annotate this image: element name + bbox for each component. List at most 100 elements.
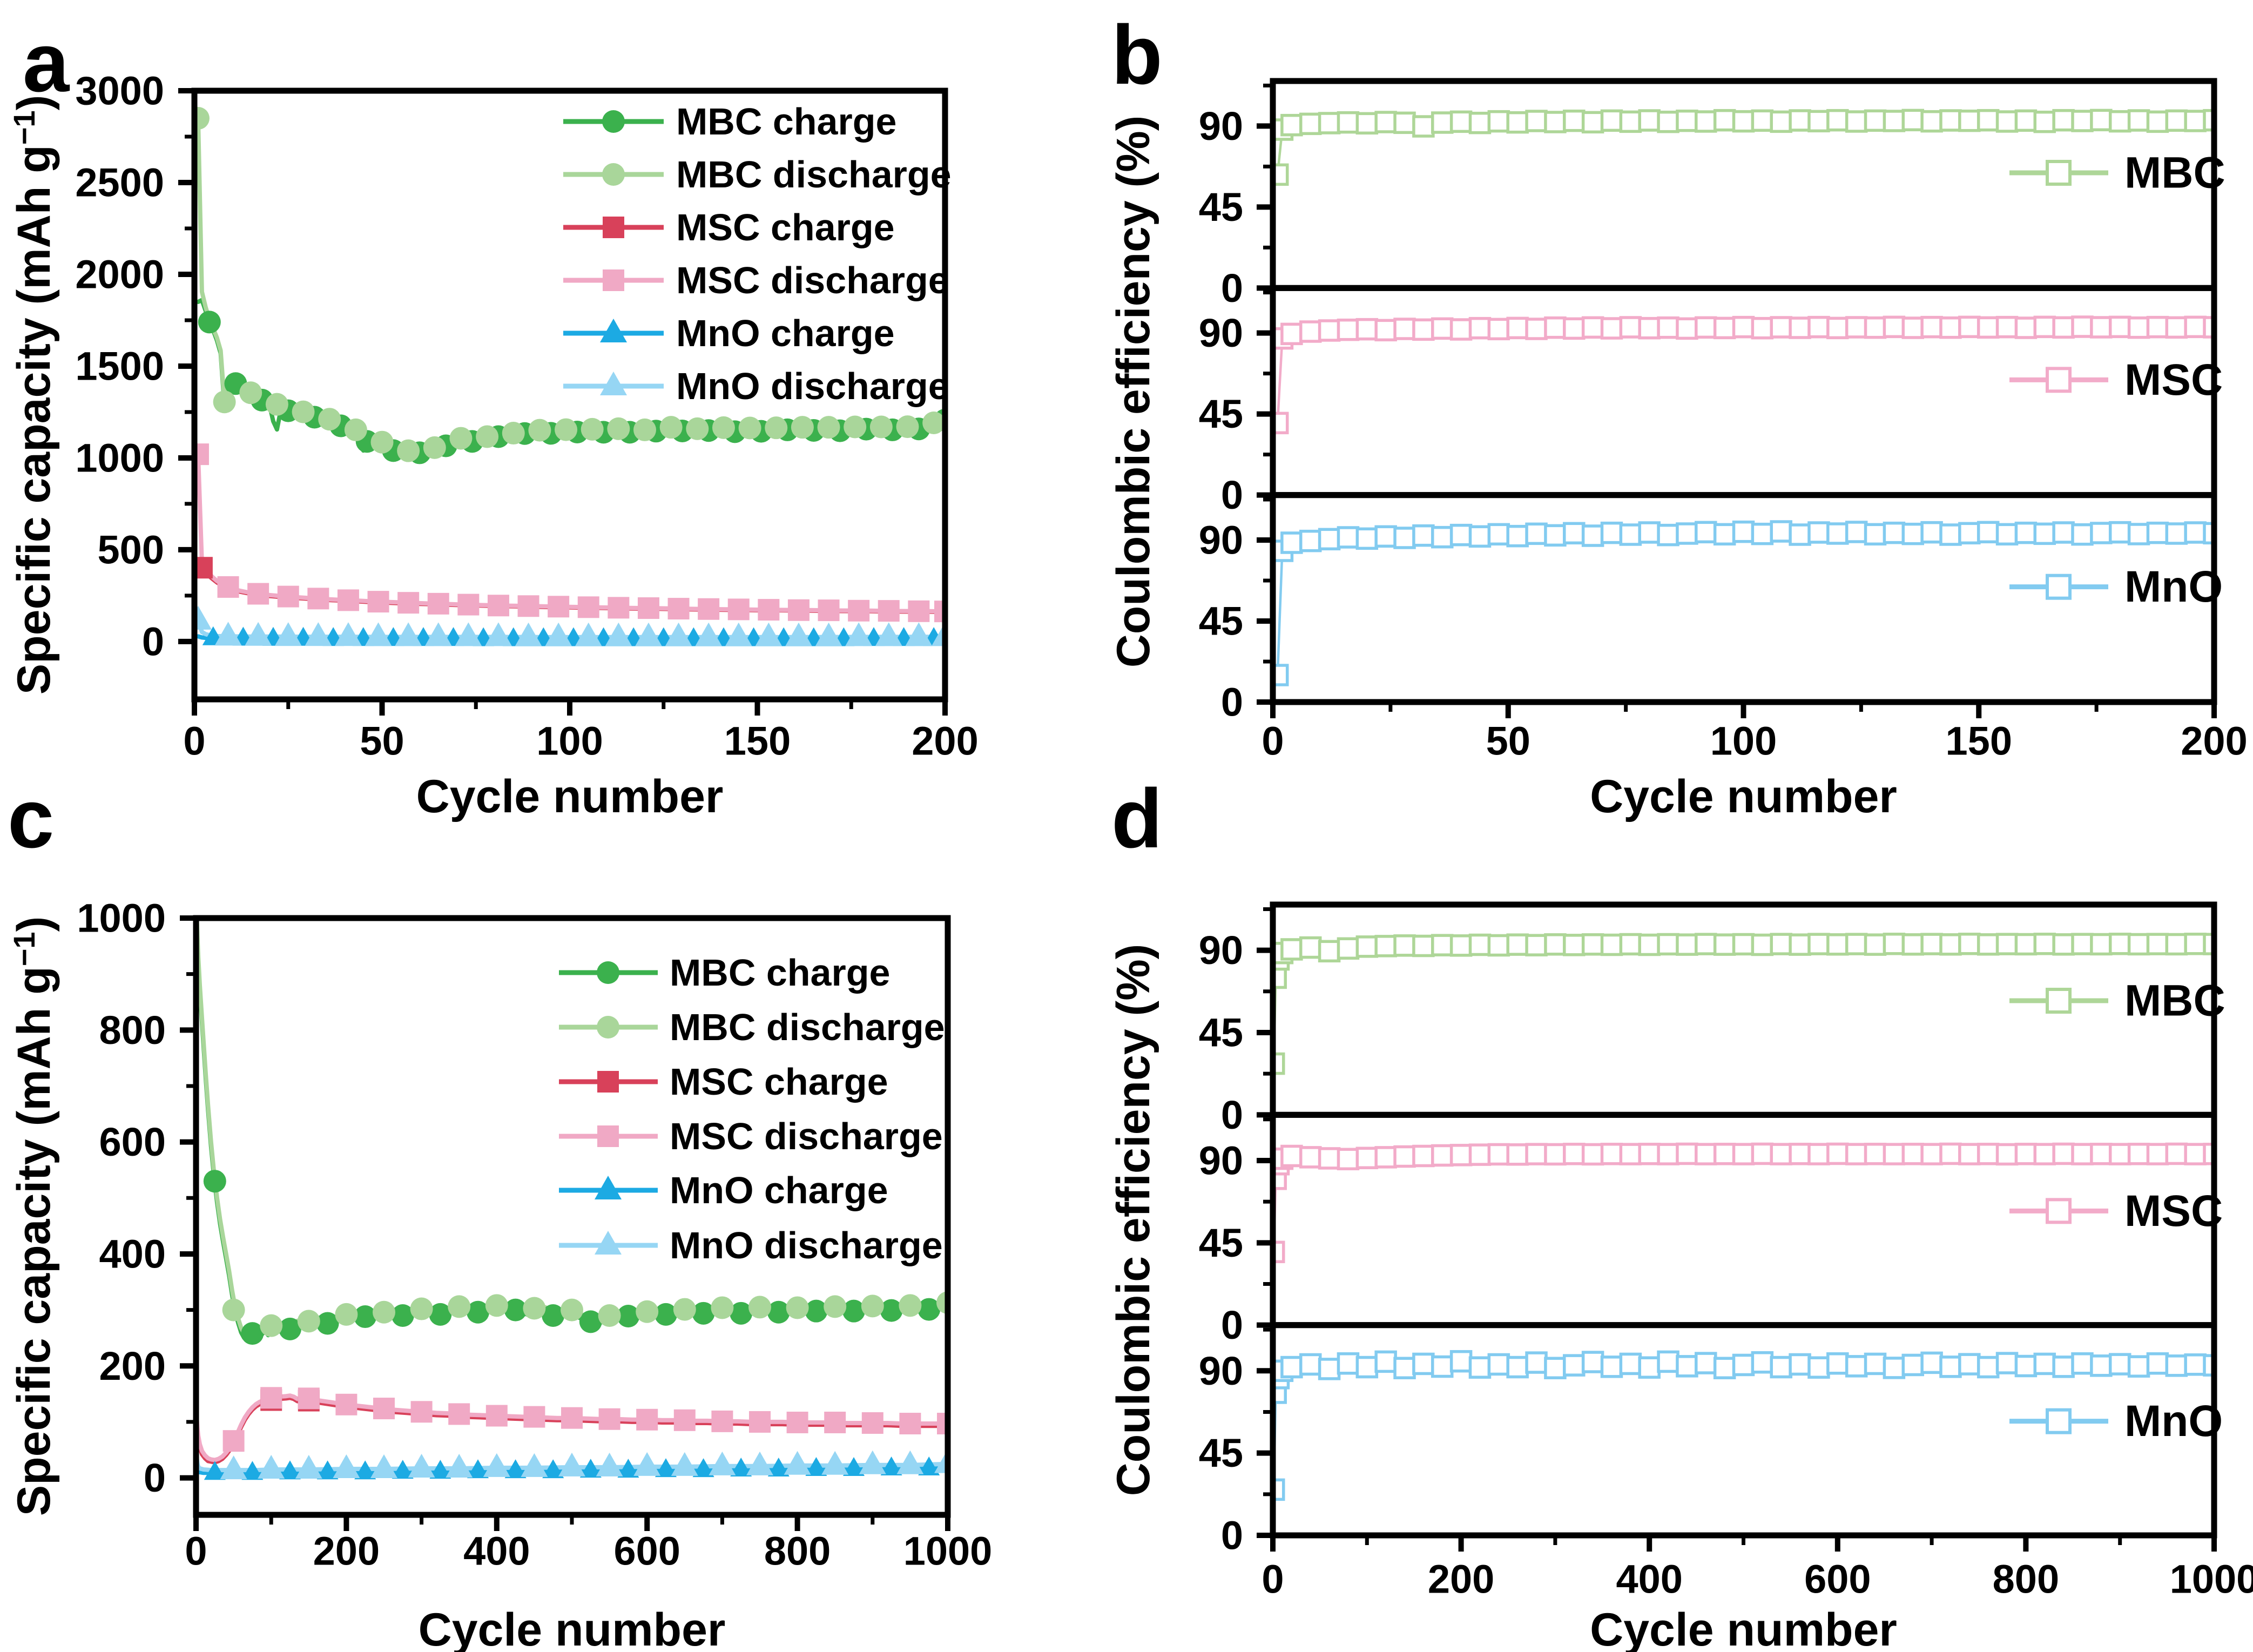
y-tick-label: 45 [1199,599,1243,644]
x-tick-label: 0 [1262,1557,1284,1602]
ce-mbc-markers [1273,933,2214,1075]
x-tick-label: 1000 [2170,1557,2253,1602]
y-tick-label: 3000 [75,69,164,113]
x-tick-label: 0 [1262,719,1284,764]
x-tick-label: 200 [912,719,978,764]
y-tick-label: 1500 [75,343,164,388]
series-mbc-charge-markers [203,1170,941,1345]
series-mno-charge-markers [204,1456,940,1480]
y-tick-label: 0 [144,1455,166,1500]
y-tick-label: 0 [1221,1513,1243,1558]
legend-label: MSC [2124,355,2223,404]
ce-subplot-msc: 90 45 0 MSC [1199,1111,2223,1347]
ce-msc-markers [1273,1142,2214,1263]
y-tick-label: 1000 [77,896,166,941]
y-tick-label: 45 [1199,392,1243,436]
legend-item-mno-charge: MnO charge [563,312,895,354]
legend-label: MnO discharge [670,1224,943,1266]
ce-msc-line [1273,1152,2214,1253]
legend-item-mbc: MBC [2009,149,2225,198]
x-axis-title: Cycle number [416,771,724,822]
y-tick-label: 45 [1199,1010,1243,1055]
panel-c: 0 200 400 600 800 1000 0 200 400 600 800 1000 Cycle … [7,896,992,1652]
x-tick-label: 150 [724,719,791,764]
x-tick-label: 400 [463,1529,530,1574]
series-msc-discharge-markers [194,443,945,623]
y-tick-label: 0 [1221,1093,1243,1137]
legend-item-mno-discharge: MnO discharge [559,1224,943,1266]
y-tick-label: 0 [1221,266,1243,311]
x-tick-label: 200 [313,1529,380,1574]
series-mbc-discharge-markers [222,1291,948,1337]
ce-mno-line [1276,530,2214,677]
y-tick-label: 200 [99,1344,166,1388]
legend-label: MnO [2124,1397,2223,1446]
panel-letter-b: b [1111,8,1163,102]
legend-label: MnO discharge [676,365,949,407]
legend-item-msc-discharge: MSC discharge [559,1115,943,1157]
legend-label: MSC [2124,1186,2223,1236]
series-msc-discharge-markers [222,1387,948,1452]
x-tick-label: 150 [1946,719,2012,764]
y-tick-label: 2500 [75,160,164,205]
y-tick-label: 90 [1199,1348,1243,1393]
y-tick-label: 600 [99,1120,166,1164]
legend-label: MnO charge [676,312,895,354]
y-axis: 90 45 0 [1199,907,1273,1137]
y-axis: 0 200 400 600 800 1000 [77,896,196,1500]
legend-label: MBC discharge [676,153,952,195]
panel-d: 90 45 0 MBC 90 45 0 MSC 90 45 0 MnO 0 200 400 600 800 100… [1108,901,2253,1652]
y-axis: 0 500 1000 1500 2000 2500 3000 [75,69,194,664]
x-axis-title: Cycle number [1590,771,1897,822]
legend-item-msc: MSC [2009,1186,2223,1236]
ce-subplot-msc: 90 45 0 MSC [1199,285,2223,517]
legend-item-msc: MSC [2009,355,2223,404]
x-axis-title: Cycle number [1590,1604,1897,1652]
legend-item-mbc-discharge: MBC discharge [563,153,952,195]
y-axis: 90 45 0 [1199,1117,1273,1347]
y-axis-title: Coulombic efficiency (%) [1108,944,1159,1496]
y-tick-label: 45 [1199,1431,1243,1475]
x-tick-label: 50 [360,719,404,764]
ce-subplot-mbc: 90 45 0 MBC [1199,78,2225,311]
legend: MBC charge MBC discharge MSC charge MSC dis… [559,952,945,1266]
legend-label: MBC charge [670,952,890,994]
y-tick-label: 0 [1221,473,1243,517]
ce-mno-line [1273,1360,2214,1491]
ce-subplot-mno: 90 45 0 MnO [1199,492,2223,725]
y-tick-label: 1000 [75,435,164,480]
y-tick-label: 90 [1199,104,1243,149]
y-axis-title: Specific capacity (mAh g−1) [7,95,60,694]
panel-b: 90 45 0 MBC 90 45 0 MSC 90 45 0 MnO 0 50 100 150 200 Cycl… [1108,78,2248,822]
legend-item-mno-charge: MnO charge [559,1169,888,1211]
y-tick-label: 0 [1221,1303,1243,1347]
y-axis: 90 45 0 [1199,83,1273,311]
panel-letter-c: c [8,772,55,865]
x-tick-label: 200 [2181,719,2247,764]
x-tick-label: 50 [1486,719,1530,764]
legend-item-mbc-discharge: MBC discharge [559,1006,945,1048]
legend-item-mno: MnO [2009,1397,2223,1446]
legend-item-mbc-charge: MBC charge [559,952,890,994]
ce-mno-markers [1273,520,2214,686]
y-tick-label: 2000 [75,252,164,296]
y-tick-label: 400 [99,1231,166,1276]
y-axis: 90 45 0 [1199,1327,1273,1558]
x-tick-label: 600 [613,1529,680,1574]
ce-msc-markers [1273,315,2214,435]
ce-mbc-line [1273,942,2214,1065]
y-tick-label: 800 [99,1008,166,1053]
ce-subplot-mbc: 90 45 0 MBC [1199,901,2225,1137]
legend-label: MSC charge [670,1061,888,1103]
ce-msc-line [1276,325,2214,424]
legend-label: MnO [2124,562,2223,611]
panel-letter-a: a [23,16,70,109]
legend-label: MSC charge [676,206,895,248]
x-tick-label: 200 [1428,1557,1494,1602]
y-tick-label: 90 [1199,518,1243,563]
legend-label: MSC discharge [670,1115,943,1157]
legend-label: MBC discharge [670,1006,945,1048]
ce-mno-markers [1273,1350,2214,1501]
plot-area [196,918,948,1480]
